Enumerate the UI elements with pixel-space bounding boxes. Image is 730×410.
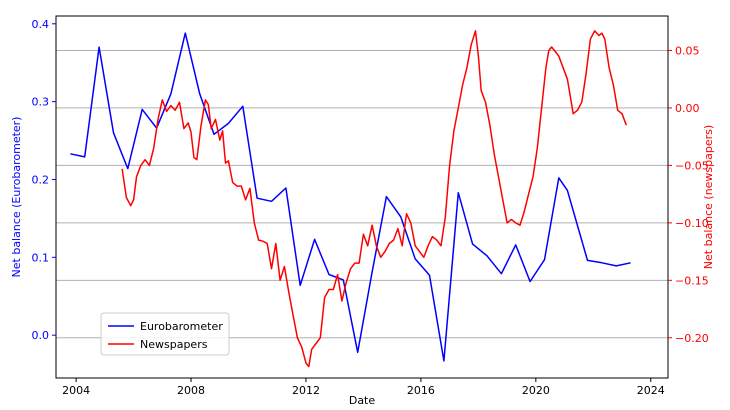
right-y-tick-label: −0.20 [675, 332, 709, 345]
series-layer [70, 30, 631, 368]
right-y-tick-label: −0.10 [675, 217, 709, 230]
left-y-tick-label: 0.3 [32, 96, 50, 109]
x-axis-title: Date [349, 394, 376, 407]
x-tick-label: 2020 [522, 384, 550, 397]
legend-label-eurobarometer: Eurobarometer [140, 320, 223, 333]
axis-layer: 2004 2008 2012 2016 2020 2024 0.0 0.1 0.2 0.3 0.4 −… [32, 18, 709, 397]
left-y-tick-label: 0.1 [32, 251, 50, 264]
grid-layer [56, 49, 668, 339]
right-y-tick-label: 0.00 [675, 102, 700, 115]
x-tick-label: 2008 [177, 384, 205, 397]
x-tick-label: 2024 [637, 384, 665, 397]
left-y-axis-title: Net balance (Eurobarometer) [10, 117, 23, 278]
right-y-tick-label: −0.15 [675, 274, 709, 287]
series-line-newspapers [121, 30, 628, 368]
x-tick-label: 2016 [407, 384, 435, 397]
series-line-eurobarometer [70, 32, 631, 362]
left-y-tick-label: 0.2 [32, 173, 50, 186]
legend: Eurobarometer Newspapers [100, 312, 230, 356]
right-y-tick-label: −0.05 [675, 159, 709, 172]
right-y-axis-title: Net balance (newspapers) [702, 125, 715, 269]
legend-label-newspapers: Newspapers [140, 338, 208, 351]
left-y-tick-label: 0.0 [32, 329, 50, 342]
x-tick-label: 2004 [62, 384, 90, 397]
plot-frame [55, 15, 669, 379]
right-y-tick-label: 0.05 [675, 44, 700, 57]
left-y-tick-label: 0.4 [32, 18, 50, 31]
x-tick-label: 2012 [292, 384, 320, 397]
